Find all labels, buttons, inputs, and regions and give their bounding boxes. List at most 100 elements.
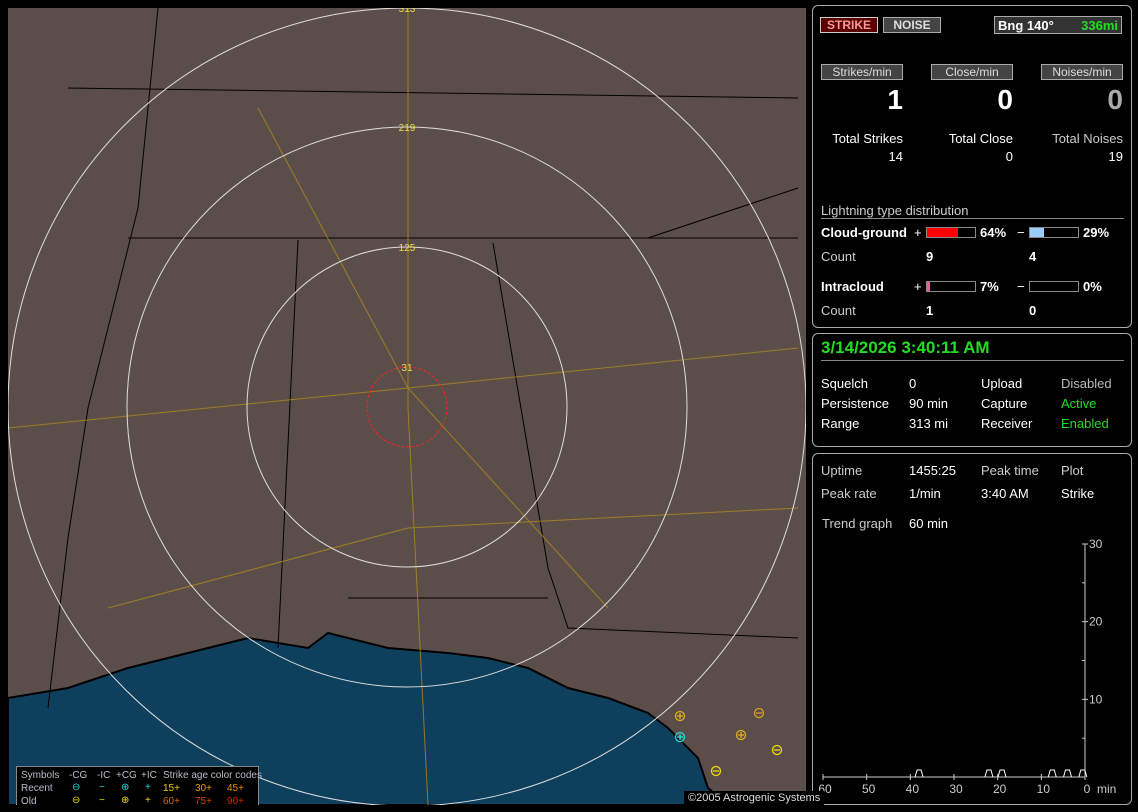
cg-negative-bar: [1029, 227, 1079, 238]
state-borders: [47, 8, 799, 709]
status-v: 90 min: [909, 396, 949, 411]
uptime: 1455:25: [909, 463, 956, 478]
strikes-per-min-button[interactable]: Strikes/min: [821, 64, 903, 80]
total-noises-label: Total Noises: [1052, 131, 1123, 146]
plot-mode[interactable]: Strike: [1061, 486, 1095, 501]
status-k2: Upload: [981, 376, 1023, 391]
noise-button[interactable]: NOISE: [883, 17, 941, 33]
range-ring-label: 313: [399, 8, 416, 15]
trend-point: [997, 769, 1007, 778]
minus-sign: −: [1017, 279, 1025, 294]
x-tick-label: 40: [906, 782, 920, 796]
old-pos-cg-icon: ⊕: [121, 795, 130, 805]
distribution-title: Lightning type distribution: [821, 203, 1124, 219]
range-ring: [246, 246, 568, 568]
age-code: 45+: [227, 783, 244, 794]
range-ring: [126, 126, 688, 688]
trend-point: [984, 769, 994, 778]
strikes-per-min: 1: [887, 84, 903, 115]
status-k: Squelch: [821, 376, 868, 391]
status-k: Persistence: [821, 396, 889, 411]
total-close-label: Total Close: [948, 131, 1013, 146]
count-label: Count: [821, 303, 856, 318]
recent-neg-cg-icon: ⊖: [72, 782, 81, 793]
cg-negative-count: 4: [1029, 249, 1037, 264]
intracloud-label: Intracloud: [821, 279, 884, 294]
legend-age-label: Strike age color codes: [163, 770, 262, 781]
age-code: 15+: [163, 783, 180, 794]
cg-positive-bar: [926, 227, 976, 238]
uptime-label: Uptime: [821, 463, 863, 478]
x-tick-label: 50: [862, 782, 876, 796]
legend-neg-ic: -IC: [97, 770, 111, 781]
y-tick-label: 30: [1089, 537, 1103, 551]
ic-negative-count: 0: [1029, 303, 1037, 318]
ic-negative-bar: [1029, 281, 1079, 292]
ic-positive-bar: [926, 281, 976, 292]
ic-positive-count: 1: [926, 303, 934, 318]
strike-button[interactable]: STRIKE: [820, 17, 878, 33]
gulf-water: [8, 631, 730, 805]
peak-time-label: Peak time: [981, 463, 1039, 478]
minus-sign: −: [1017, 225, 1025, 240]
cg-positive-count: 9: [926, 249, 934, 264]
datetime: 3/14/2026 3:40:11 AM: [821, 338, 1124, 361]
x-tick-label: 20: [993, 782, 1007, 796]
status-panel: 3/14/2026 3:40:11 AM Squelch 0 Upload Disab…: [812, 333, 1132, 447]
count-label: Count: [821, 249, 856, 264]
status-k2: Receiver: [981, 416, 1033, 431]
range-ring-label: 125: [399, 243, 416, 254]
x-tick-label: 30: [949, 782, 963, 796]
total-strikes-label: Total Strikes: [832, 131, 903, 146]
range-ring-label: 31: [401, 363, 413, 374]
range-ring-label: 219: [399, 123, 416, 134]
range-ring: [366, 366, 448, 448]
trend-point: [1063, 769, 1073, 778]
peak-time: 3:40 AM: [981, 486, 1029, 501]
status-k: Range: [821, 416, 860, 431]
age-code: 30+: [195, 783, 212, 794]
cloud-ground-label: Cloud-ground: [821, 225, 907, 240]
noises-per-min-button[interactable]: Noises/min: [1041, 64, 1123, 80]
old-pos-ic-icon: +: [145, 795, 151, 805]
trend-point: [1078, 769, 1088, 778]
cg-positive-pct: 64%: [980, 225, 1007, 240]
negative-cg-strike-icon[interactable]: [771, 744, 783, 756]
close-per-min-button[interactable]: Close/min: [931, 64, 1013, 80]
positive-cg-strike-icon[interactable]: [735, 729, 747, 741]
trend-point: [914, 769, 924, 778]
status-v2: Disabled: [1061, 376, 1112, 391]
negative-cg-strike-icon[interactable]: [753, 707, 765, 719]
distance: 336mi: [1081, 18, 1118, 33]
legend-neg-cg: -CG: [69, 770, 88, 781]
legend-symbols-label: Symbols: [21, 770, 60, 781]
stats-panel: Uptime 1455:25 Peak time Plot Peak rate …: [812, 453, 1132, 805]
peak-rate-label: Peak rate: [821, 486, 877, 501]
total-close: 0: [1005, 149, 1013, 164]
recent-pos-ic-icon: +: [145, 782, 151, 793]
recent-neg-ic-icon: −: [99, 782, 105, 793]
plot-label: Plot: [1061, 463, 1084, 478]
status-v: 0: [909, 376, 917, 391]
legend-recent: Recent: [21, 783, 53, 794]
strike-map[interactable]: 31 125 219 313 Symbols -CG -IC +CG +IC Stri…: [8, 8, 806, 805]
x-tick-label: 10: [1037, 782, 1051, 796]
old-neg-cg-icon: ⊖: [72, 795, 81, 805]
status-v2: Active: [1061, 396, 1097, 411]
map-canvas: 31 125 219 313: [8, 8, 806, 805]
negative-cg-strike-icon[interactable]: [710, 765, 722, 777]
positive-cg-strike-icon[interactable]: [674, 710, 686, 722]
legend-old: Old: [21, 796, 37, 805]
positive-cg-strike-icon[interactable]: [674, 731, 686, 743]
plus-sign: +: [914, 279, 922, 294]
plus-sign: +: [914, 225, 922, 240]
ic-negative-pct: 0%: [1083, 279, 1102, 294]
highways: [8, 8, 799, 805]
age-code: 60+: [163, 796, 180, 805]
age-code: 90+: [227, 796, 244, 805]
x-tick-label: 0: [1084, 782, 1091, 796]
recent-pos-cg-icon: ⊕: [121, 782, 130, 793]
close-per-min: 0: [997, 84, 1013, 115]
noises-per-min: 0: [1107, 84, 1123, 115]
